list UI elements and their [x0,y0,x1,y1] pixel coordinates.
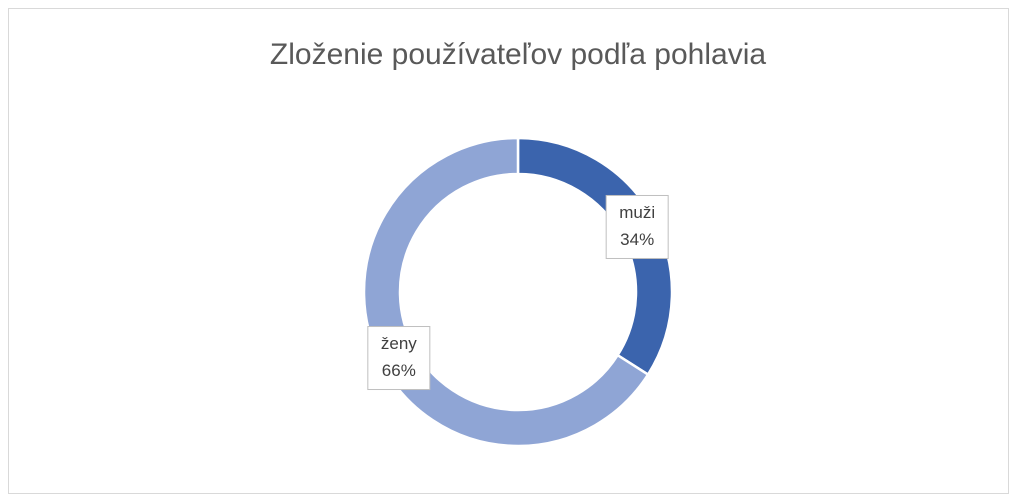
data-label-category: muži [619,203,655,222]
chart-title: Zloženie používateľov podľa pohlavia [270,38,766,71]
data-label-value: 66% [382,361,416,380]
data-label-category: ženy [381,334,417,353]
data-label-box [367,326,431,391]
data-label-box [605,194,669,259]
donut-segment [362,136,650,448]
data-label-value: 34% [620,230,654,249]
